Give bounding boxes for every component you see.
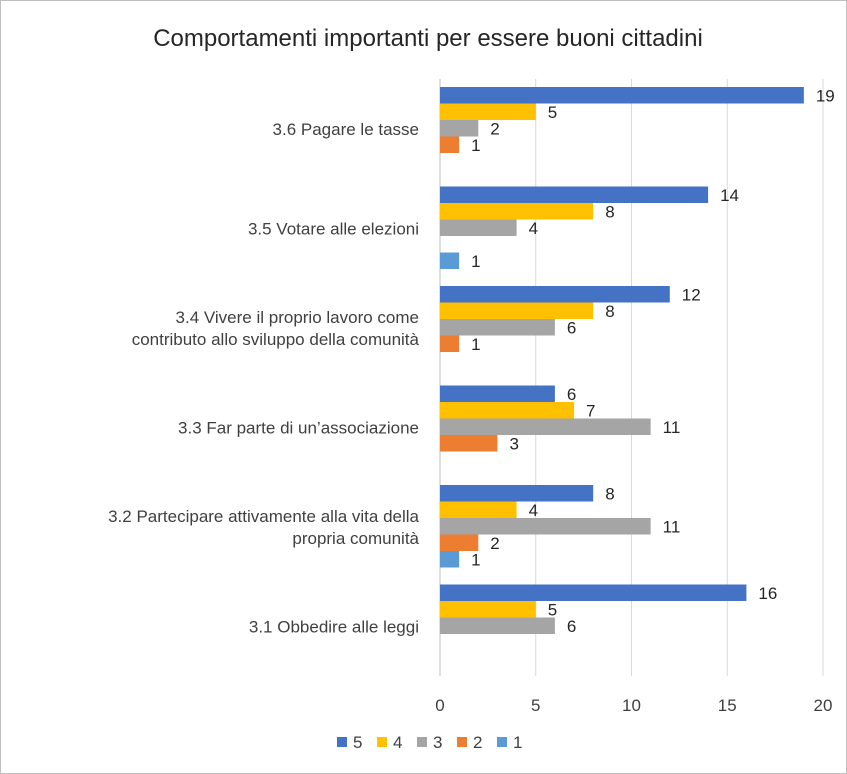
legend-label-4: 4: [393, 733, 402, 752]
data-label-s5-c0: 19: [816, 86, 835, 105]
data-label-s5-c2: 12: [682, 285, 701, 304]
data-label-s3-c2: 6: [567, 318, 576, 337]
x-tick-label-20: 20: [814, 696, 833, 715]
data-label-s5-c1: 14: [720, 186, 739, 205]
legend-swatch-2: [457, 737, 467, 747]
category-label-0: 3.6 Pagare le tasse: [273, 120, 419, 139]
bar-s4-c3: [440, 402, 575, 419]
x-tick-label-15: 15: [718, 696, 737, 715]
category-label-2: 3.4 Vivere il proprio lavoro come contrib…: [132, 308, 420, 349]
legend-label-3: 3: [433, 733, 442, 752]
x-tick-label-5: 5: [531, 696, 540, 715]
data-label-s3-c4: 11: [663, 517, 681, 536]
bar-s4-c2: [440, 302, 594, 319]
data-label-s1-c1: 1: [471, 252, 480, 271]
legend: 5 4 3 2 1: [337, 733, 522, 752]
legend-label-5: 5: [353, 733, 362, 752]
chart-title: Comportamenti importanti per essere buon…: [153, 25, 703, 52]
data-label-s3-c5: 6: [567, 617, 576, 636]
bar-s5-c4: [440, 485, 594, 502]
data-label-s4-c0: 5: [548, 103, 557, 122]
bar-s4-c4: [440, 501, 517, 518]
bars: [440, 87, 804, 634]
x-tick-label-10: 10: [622, 696, 641, 715]
legend-swatch-4: [377, 737, 387, 747]
data-label-s3-c3: 11: [663, 418, 681, 437]
bar-s3-c0: [440, 120, 479, 137]
bar-s4-c5: [440, 601, 536, 618]
data-label-s3-c0: 2: [490, 119, 499, 138]
bar-s3-c3: [440, 418, 651, 435]
data-label-s4-c1: 8: [605, 202, 614, 221]
data-label-s3-c1: 4: [529, 219, 538, 238]
data-label-s4-c4: 4: [529, 501, 538, 520]
bar-s2-c2: [440, 335, 460, 352]
bar-s3-c4: [440, 518, 651, 535]
bar-s5-c5: [440, 584, 747, 601]
data-label-s4-c5: 5: [548, 600, 557, 619]
legend-swatch-3: [417, 737, 427, 747]
bar-s1-c4: [440, 551, 460, 568]
x-axis-ticks: 0 5 10 15 20: [435, 696, 832, 715]
data-label-s4-c2: 8: [605, 302, 614, 321]
legend-label-2: 2: [473, 733, 482, 752]
data-label-s4-c3: 7: [586, 401, 595, 420]
x-tick-label-0: 0: [435, 696, 444, 715]
legend-label-1: 1: [513, 733, 522, 752]
data-label-s5-c3: 6: [567, 385, 576, 404]
category-label-1: 3.5 Votare alle elezioni: [248, 219, 419, 238]
bar-s5-c2: [440, 286, 670, 303]
bar-s2-c3: [440, 435, 498, 452]
bar-s4-c1: [440, 203, 594, 220]
gridlines: [439, 79, 824, 676]
bar-s2-c0: [440, 136, 460, 153]
bar-s2-c4: [440, 534, 479, 551]
bar-s3-c2: [440, 319, 555, 336]
bar-s3-c1: [440, 219, 517, 236]
data-label-s2-c4: 2: [490, 534, 499, 553]
bar-s5-c1: [440, 186, 709, 203]
bar-s5-c0: [440, 87, 804, 104]
bar-s3-c5: [440, 617, 555, 634]
category-label-3: 3.3 Far parte di un’associazione: [178, 418, 419, 437]
data-label-s2-c0: 1: [471, 136, 480, 155]
bar-s4-c0: [440, 103, 536, 120]
bar-s5-c3: [440, 385, 555, 402]
data-label-s1-c4: 1: [471, 550, 480, 569]
bar-s1-c1: [440, 252, 460, 269]
category-label-5: 3.1 Obbedire alle leggi: [249, 617, 419, 636]
category-label-4: 3.2 Partecipare attivamente alla vita de…: [108, 507, 419, 548]
data-label-s5-c5: 16: [758, 584, 777, 603]
data-label-s2-c3: 3: [509, 434, 518, 453]
data-label-s5-c4: 8: [605, 484, 614, 503]
category-labels: 3.6 Pagare le tasse 3.5 Votare alle elezi…: [108, 120, 419, 637]
data-label-s2-c2: 1: [471, 335, 480, 354]
legend-swatch-5: [337, 737, 347, 747]
legend-swatch-1: [497, 737, 507, 747]
